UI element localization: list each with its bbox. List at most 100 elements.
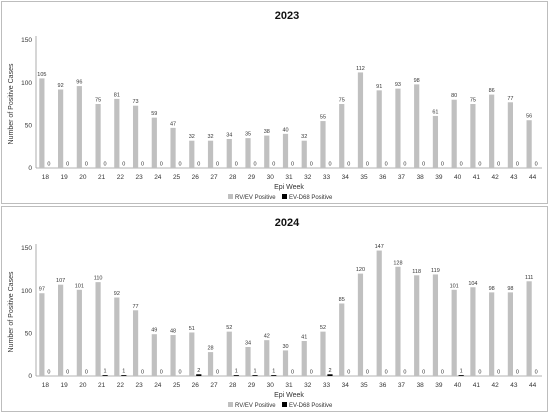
data-label-ev-d68: 0	[347, 370, 350, 376]
x-tick-label: 18	[42, 382, 50, 389]
data-label-ev-d68: 0	[47, 162, 50, 168]
legend-label-rv-ev: RV/EV Positive	[235, 403, 276, 409]
data-label-ev-d68: 0	[197, 162, 200, 168]
data-label-rv-ev: 98	[489, 286, 495, 292]
data-label-rv-ev: 32	[189, 134, 195, 140]
data-label-ev-d68: 1	[253, 369, 256, 375]
data-label-rv-ev: 32	[207, 134, 213, 140]
bar-rv-ev-positive	[320, 121, 326, 168]
data-label-ev-d68: 0	[85, 370, 88, 376]
bar-rv-ev-positive	[470, 287, 476, 376]
legend-swatch-ev-d68	[282, 402, 287, 407]
bar-ev-d68-positive	[233, 375, 239, 376]
data-label-ev-d68: 0	[366, 162, 369, 168]
bar-rv-ev-positive	[470, 104, 476, 168]
data-label-ev-d68: 0	[366, 370, 369, 376]
x-tick-label: 36	[379, 382, 387, 389]
x-tick-label: 20	[79, 382, 87, 389]
y-tick-label: 100	[21, 80, 32, 87]
data-label-rv-ev: 55	[320, 115, 326, 121]
bar-rv-ev-positive	[114, 98, 120, 168]
data-label-ev-d68: 0	[422, 370, 425, 376]
x-tick-label: 40	[454, 382, 462, 389]
x-tick-label: 36	[379, 174, 387, 181]
bar-rv-ev-positive	[207, 352, 214, 376]
data-label-rv-ev: 32	[301, 134, 307, 140]
data-label-rv-ev: 97	[39, 287, 45, 293]
x-tick-label: 39	[435, 382, 443, 389]
bar-rv-ev-positive	[320, 331, 326, 376]
data-label-rv-ev: 80	[451, 93, 457, 99]
bar-rv-ev-positive	[245, 346, 251, 376]
bar-rv-ev-positive	[226, 331, 232, 376]
bar-rv-ev-positive	[432, 274, 439, 376]
bar-rv-ev-positive	[39, 78, 45, 168]
bar-rv-ev-positive	[170, 335, 176, 376]
data-label-rv-ev: 77	[507, 96, 513, 102]
x-tick-label: 19	[60, 174, 68, 181]
data-label-rv-ev: 73	[133, 99, 139, 105]
bar-rv-ev-positive	[282, 133, 289, 168]
x-tick-label: 43	[510, 174, 518, 181]
x-tick-label: 29	[248, 174, 256, 181]
x-tick-label: 30	[267, 382, 275, 389]
bar-ev-d68-positive	[102, 375, 108, 376]
y-tick-label: 0	[28, 165, 32, 172]
bar-rv-ev-positive	[207, 140, 214, 168]
data-label-rv-ev: 51	[189, 326, 195, 332]
bar-rv-ev-positive	[339, 104, 345, 168]
bar-rv-ev-positive	[301, 140, 307, 168]
data-label-ev-d68: 0	[516, 162, 519, 168]
data-label-ev-d68: 0	[141, 370, 144, 376]
x-tick-label: 20	[79, 174, 87, 181]
bar-rv-ev-positive	[264, 135, 270, 168]
data-label-ev-d68: 0	[441, 162, 444, 168]
bar-rv-ev-positive	[76, 86, 82, 168]
data-label-ev-d68: 0	[272, 162, 275, 168]
data-label-rv-ev: 28	[207, 346, 213, 352]
x-tick-label: 41	[473, 174, 481, 181]
chart-title: 2024	[275, 217, 300, 229]
x-tick-label: 25	[173, 382, 181, 389]
data-label-ev-d68: 0	[403, 370, 406, 376]
x-axis-label: Epi Week	[274, 392, 304, 399]
x-tick-label: 22	[117, 382, 125, 389]
bar-rv-ev-positive	[432, 115, 439, 168]
data-label-ev-d68: 0	[291, 370, 294, 376]
data-label-ev-d68: 1	[235, 369, 238, 375]
y-axis-label: Number of Positive Cases	[8, 63, 15, 144]
bar-rv-ev-positive	[395, 88, 401, 168]
data-label-rv-ev: 112	[356, 66, 365, 72]
data-label-rv-ev: 105	[37, 72, 46, 78]
bar-rv-ev-positive	[264, 340, 270, 376]
data-label-rv-ev: 111	[525, 275, 533, 281]
data-label-ev-d68: 0	[85, 162, 88, 168]
legend-swatch-rv-ev	[228, 194, 233, 199]
y-tick-label: 0	[28, 373, 32, 380]
bar-rv-ev-positive	[526, 120, 532, 168]
bar-rv-ev-positive	[76, 289, 82, 376]
x-tick-label: 22	[117, 174, 125, 181]
data-label-ev-d68: 0	[328, 162, 331, 168]
x-tick-label: 27	[210, 174, 218, 181]
x-tick-label: 42	[492, 174, 500, 181]
data-label-rv-ev: 56	[526, 114, 532, 120]
data-label-rv-ev: 49	[151, 328, 157, 334]
bar-rv-ev-positive	[58, 89, 64, 168]
bar-ev-d68-positive	[252, 375, 258, 376]
x-tick-label: 28	[229, 174, 237, 181]
x-tick-label: 37	[398, 174, 406, 181]
data-label-ev-d68: 0	[478, 162, 481, 168]
y-tick-label: 150	[21, 245, 32, 252]
x-tick-label: 34	[342, 174, 350, 181]
data-label-rv-ev: 77	[133, 304, 139, 310]
x-tick-label: 23	[135, 174, 143, 181]
data-label-rv-ev: 147	[375, 244, 384, 250]
x-tick-label: 33	[323, 174, 331, 181]
data-label-rv-ev: 104	[468, 281, 477, 287]
x-tick-label: 26	[192, 382, 200, 389]
bar-rv-ev-positive	[357, 273, 364, 376]
chart-panel-2024: 2024 0 50 100 150 Number of Positive Cases 97 0…	[1, 206, 548, 412]
data-label-rv-ev: 34	[245, 340, 251, 346]
x-tick-label: 29	[248, 382, 256, 389]
